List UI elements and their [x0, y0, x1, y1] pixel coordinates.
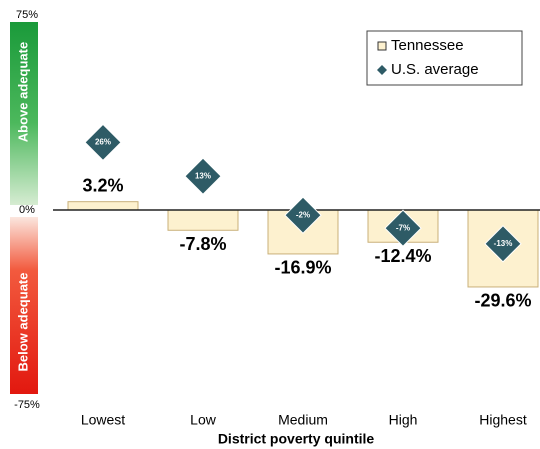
marker — [384, 209, 422, 247]
legend-box — [366, 30, 523, 86]
marker-label: -13% — [494, 239, 513, 248]
y-tick-label: 0% — [19, 204, 35, 216]
y-tick-label: 75% — [16, 9, 38, 21]
value-label: -16.9% — [274, 258, 331, 278]
y-tick-label: -75% — [14, 399, 40, 411]
x-tick-label: Medium — [278, 412, 328, 428]
x-axis-label: District poverty quintile — [218, 431, 375, 447]
band-label: Above adequate — [15, 42, 30, 142]
value-label: -12.4% — [374, 246, 431, 266]
marker-label: 26% — [95, 138, 111, 147]
band-label: Below adequate — [15, 273, 30, 372]
above-band — [10, 22, 38, 205]
below-band — [10, 217, 38, 394]
marker-label: -2% — [296, 210, 310, 219]
value-label: -7.8% — [179, 234, 226, 254]
marker-label: -7% — [396, 223, 410, 232]
marker-label: 13% — [195, 171, 211, 180]
legend-label: U.S. average — [391, 61, 479, 78]
marker — [184, 157, 222, 195]
marker — [484, 225, 522, 263]
bar — [67, 201, 139, 211]
marker — [84, 123, 122, 162]
bar — [167, 209, 239, 231]
x-tick-label: Lowest — [81, 412, 125, 428]
marker — [284, 196, 322, 234]
x-tick-label: Highest — [479, 412, 527, 428]
value-label: -29.6% — [474, 291, 531, 311]
x-tick-label: Low — [190, 412, 217, 428]
value-label: 3.2% — [82, 175, 123, 195]
legend-marker — [377, 65, 387, 75]
legend-marker — [377, 41, 387, 51]
legend-label: Tennessee — [391, 37, 464, 54]
x-tick-label: High — [389, 412, 418, 428]
